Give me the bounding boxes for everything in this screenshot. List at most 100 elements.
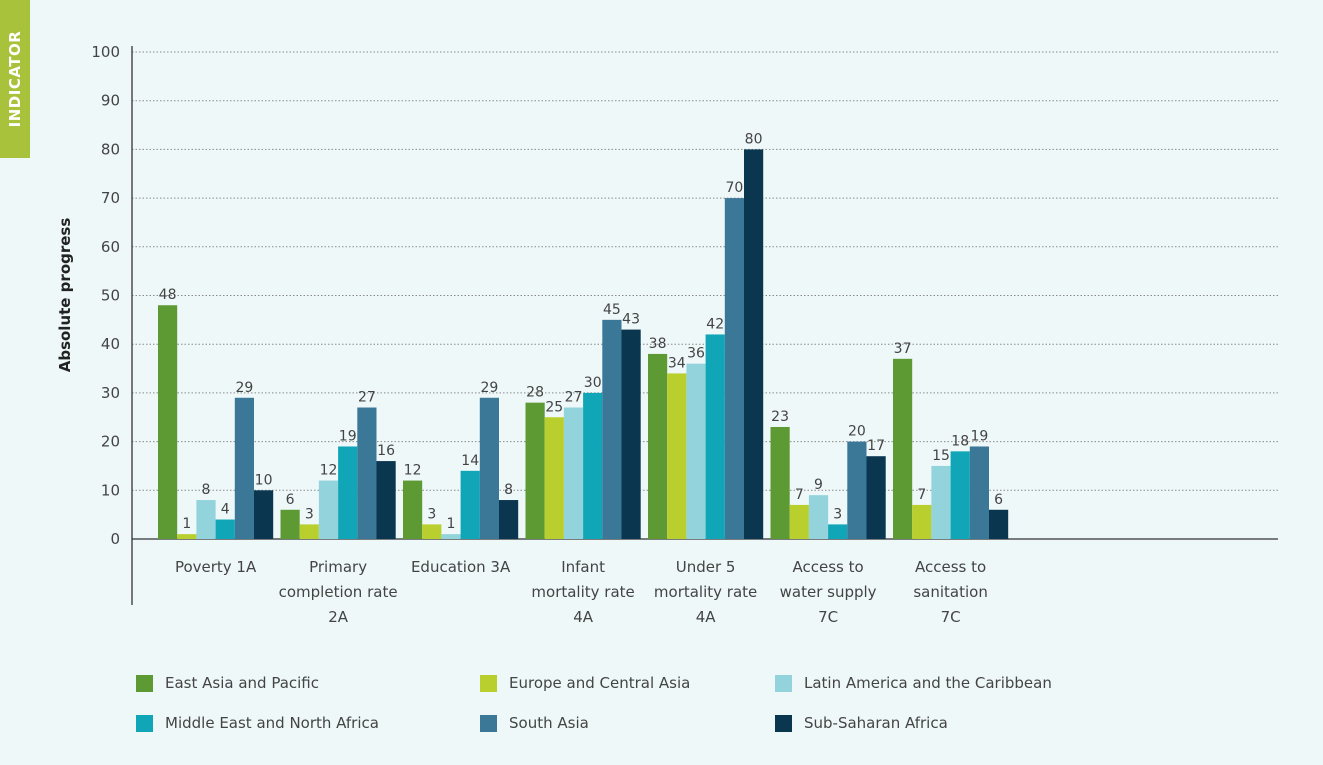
data-label: 29 [480, 380, 498, 396]
legend-label: Middle East and North Africa [165, 714, 379, 732]
bar [893, 358, 913, 539]
data-label: 1 [182, 516, 191, 532]
data-label: 80 [745, 131, 763, 147]
bar [422, 524, 442, 539]
bar [770, 426, 790, 539]
bar [460, 470, 480, 539]
y-tick-label: 100 [91, 43, 120, 61]
data-label: 38 [649, 336, 667, 352]
bar-chart: 0 10 20 30 40 50 60 70 80 90 100 Absolute progress 4… [56, 43, 1278, 626]
bar [648, 353, 668, 539]
legend-label: Europe and Central Asia [509, 674, 691, 692]
data-label: 34 [668, 355, 686, 371]
x-category-label: 7C [818, 608, 838, 626]
legend-item: Sub-Saharan Africa [775, 712, 1095, 734]
bar [686, 363, 706, 539]
data-label: 12 [320, 463, 338, 479]
bar [808, 495, 829, 539]
data-label: 17 [867, 438, 885, 454]
bar [544, 417, 564, 539]
data-label: 1 [447, 516, 456, 532]
data-label: 8 [504, 482, 513, 498]
y-tick-label: 50 [101, 287, 120, 305]
bar [563, 407, 584, 539]
data-label: 37 [894, 341, 912, 357]
bar [215, 519, 235, 539]
bar [602, 319, 622, 539]
x-category-label: Primary [309, 558, 367, 576]
bar [376, 461, 396, 539]
legend-item: Europe and Central Asia [480, 672, 775, 694]
bar [357, 407, 377, 539]
y-axis-label: Absolute progress [56, 218, 74, 373]
x-category-label: Education 3A [411, 558, 511, 576]
bar [847, 441, 867, 539]
legend-swatch [480, 714, 497, 732]
data-label: 18 [951, 433, 969, 449]
legend-swatch [775, 714, 792, 732]
data-label: 9 [814, 477, 823, 493]
data-label: 43 [622, 312, 640, 328]
data-label: 45 [603, 302, 621, 318]
x-category-label: Poverty 1A [175, 558, 257, 576]
legend-label: South Asia [509, 714, 589, 732]
y-tick-label: 70 [101, 189, 120, 207]
data-label: 29 [235, 380, 253, 396]
x-category-label: Access to [915, 558, 986, 576]
legend-swatch [480, 674, 497, 692]
legend-label: East Asia and Pacific [165, 674, 319, 692]
x-category-label: 7C [941, 608, 961, 626]
data-label: 70 [725, 180, 743, 196]
bar [254, 490, 274, 539]
bar [441, 534, 461, 539]
x-category-label: sanitation [913, 583, 988, 601]
data-label: 19 [339, 428, 357, 444]
y-tick-label: 30 [101, 384, 120, 402]
x-category-label: Infant [561, 558, 605, 576]
bar [931, 465, 951, 539]
bar [789, 504, 809, 539]
legend-item: Latin America and the Caribbean [775, 672, 1095, 694]
legend-item: Middle East and North Africa [136, 712, 480, 734]
y-tick-label: 20 [101, 433, 120, 451]
bar [950, 451, 970, 539]
x-category-label: mortality rate [531, 583, 634, 601]
data-label: 6 [994, 492, 1003, 508]
data-label: 7 [795, 487, 804, 503]
bar [583, 392, 603, 539]
x-category-label: Under 5 [676, 558, 736, 576]
bar [667, 373, 687, 539]
bar [866, 456, 886, 539]
legend-label: Sub-Saharan Africa [804, 714, 948, 732]
x-category-label: water supply [780, 583, 877, 601]
x-category-label: 2A [328, 608, 349, 626]
bar [499, 500, 519, 539]
data-label: 14 [461, 453, 479, 469]
bar [280, 509, 300, 539]
data-label: 4 [221, 502, 230, 518]
x-category-label: mortality rate [654, 583, 757, 601]
bar [744, 149, 764, 539]
bar [621, 329, 641, 539]
bar [158, 305, 178, 539]
bar [318, 480, 339, 539]
data-label: 28 [526, 385, 544, 401]
data-label: 25 [545, 399, 563, 415]
bar [234, 397, 254, 539]
data-label: 36 [687, 346, 705, 362]
data-label: 8 [202, 482, 211, 498]
y-tick-label: 40 [101, 335, 120, 353]
data-label: 7 [917, 487, 926, 503]
y-tick-label: 90 [101, 92, 120, 110]
x-category-label: completion rate [279, 583, 398, 601]
y-tick-label: 10 [101, 481, 120, 499]
data-label: 27 [565, 390, 583, 406]
x-category-label: Access to [793, 558, 864, 576]
bar [196, 500, 216, 539]
bar [525, 402, 545, 539]
legend-item: East Asia and Pacific [136, 672, 480, 694]
legend-swatch [775, 674, 792, 692]
bar [724, 198, 744, 539]
data-label: 48 [159, 287, 177, 303]
data-label: 27 [358, 390, 376, 406]
